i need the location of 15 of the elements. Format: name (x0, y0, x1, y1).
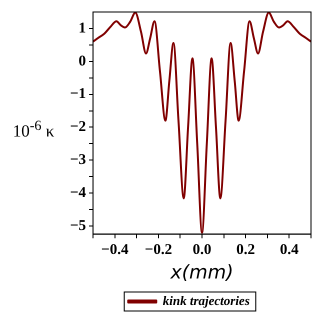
y-tick-label: 0 (78, 53, 86, 70)
y-tick-label: −1 (70, 86, 86, 102)
x-tick-label: −0.4 (101, 242, 129, 258)
y-tick-label: −3 (70, 152, 86, 168)
x-tick-label: 0.2 (236, 242, 255, 258)
y-axis-title: 10$^{-6}$ κ (12, 117, 56, 142)
y-tick-label: −2 (70, 119, 86, 136)
y-tick-label: −4 (70, 184, 87, 201)
x-tick-label: 0.4 (280, 242, 300, 258)
x-tick-label: 0.0 (192, 242, 212, 258)
legend-label: kink trajectories (162, 292, 250, 308)
x-tick-label: −0.2 (144, 242, 172, 258)
x-axis-title: x(mm) (169, 262, 234, 284)
y-tick-label: −5 (70, 218, 86, 234)
y-tick-label: 1 (78, 20, 86, 36)
